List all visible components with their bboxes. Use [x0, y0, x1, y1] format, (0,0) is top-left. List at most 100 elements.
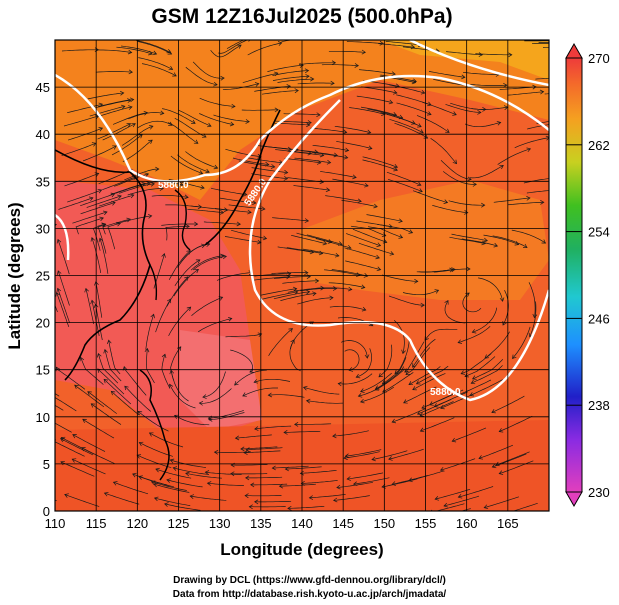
- streamline-arrow: [234, 381, 239, 386]
- streamline: [199, 388, 232, 404]
- streamline: [345, 449, 382, 457]
- streamline-arrow: [131, 122, 136, 128]
- streamline: [424, 328, 458, 341]
- streamline-arrow: [333, 152, 339, 158]
- streamline: [367, 108, 403, 119]
- coastline-korea: [174, 189, 191, 251]
- streamline-arrow: [261, 206, 266, 212]
- streamline: [57, 239, 70, 275]
- streamline: [82, 419, 115, 439]
- streamline: [96, 106, 133, 118]
- streamline: [230, 349, 254, 373]
- streamline: [246, 157, 283, 164]
- streamline-arrow: [403, 399, 408, 404]
- streamline-arrow: [71, 458, 77, 463]
- streamline: [277, 78, 314, 83]
- streamline: [97, 353, 119, 384]
- streamline-arrow: [417, 123, 422, 128]
- streamline: [344, 349, 360, 371]
- streamline-arrow: [200, 185, 205, 190]
- streamline: [97, 223, 107, 254]
- streamline-arrow: [64, 493, 69, 498]
- streamline: [185, 472, 222, 479]
- streamline: [165, 226, 190, 241]
- streamline-arrow: [556, 176, 560, 180]
- streamline-arrow: [101, 222, 106, 228]
- streamline: [404, 341, 425, 373]
- streamline: [511, 229, 546, 244]
- streamline-arrow: [412, 78, 417, 84]
- streamline: [253, 276, 290, 281]
- streamline-arrow: [148, 124, 154, 130]
- streamline: [394, 122, 428, 139]
- streamline-arrow: [219, 210, 225, 215]
- streamline: [311, 152, 348, 159]
- streamline-arrow: [412, 386, 417, 391]
- streamline: [492, 235, 528, 248]
- streamline-arrow: [414, 278, 419, 284]
- streamline: [353, 477, 390, 485]
- streamline: [472, 359, 504, 380]
- streamline: [141, 63, 177, 77]
- streamline-arrow: [283, 169, 289, 175]
- streamline: [199, 113, 234, 125]
- streamline: [452, 427, 487, 442]
- streamline: [300, 469, 337, 474]
- streamline-arrow: [444, 300, 449, 305]
- streamline-arrow: [153, 496, 159, 502]
- streamline: [347, 472, 384, 480]
- streamline-arrow: [161, 253, 166, 258]
- streamline-arrow: [166, 298, 172, 304]
- streamline-arrow: [343, 154, 349, 160]
- streamline: [340, 340, 368, 359]
- streamline: [136, 454, 172, 468]
- streamline-arrow: [150, 181, 155, 187]
- streamline-arrow: [483, 237, 488, 243]
- x-tick-label: 135: [250, 516, 272, 531]
- streamline-arrow: [98, 237, 104, 243]
- y-tick-label: 30: [36, 221, 50, 236]
- streamline-arrow: [248, 504, 253, 510]
- streamline-arrow: [126, 122, 132, 128]
- streamline-arrow: [478, 455, 483, 460]
- streamline: [272, 75, 310, 81]
- streamline-arrow: [469, 392, 475, 397]
- streamline: [315, 238, 352, 249]
- streamline-arrow: [347, 244, 352, 250]
- streamline: [492, 453, 527, 468]
- streamline-arrow: [389, 251, 395, 256]
- streamline-arrow: [194, 269, 199, 274]
- streamline-arrow: [148, 432, 154, 437]
- streamline-arrow: [240, 446, 245, 452]
- streamline: [198, 318, 232, 333]
- streamline: [381, 274, 418, 282]
- streamline: [63, 115, 100, 127]
- streamline: [358, 379, 392, 397]
- contour-label-3: 5880.0: [430, 387, 461, 398]
- streamline-arrow: [204, 470, 210, 475]
- streamline: [293, 185, 330, 191]
- streamline: [338, 373, 373, 385]
- streamline-arrow: [346, 476, 351, 481]
- x-tick-label: 160: [456, 516, 478, 531]
- y-tick-label: 15: [36, 363, 50, 378]
- streamline-arrow: [355, 373, 361, 379]
- streamline: [375, 366, 405, 390]
- streamline-arrow: [526, 195, 531, 201]
- streamline: [173, 269, 199, 297]
- streamline: [119, 183, 155, 194]
- streamline-arrow: [213, 81, 218, 87]
- streamline-arrow: [79, 356, 85, 362]
- streamline-arrow: [375, 254, 380, 260]
- grid-lines: [54, 39, 549, 512]
- streamline: [89, 105, 125, 117]
- plot-frame: [54, 39, 550, 512]
- streamline-arrow: [213, 164, 219, 170]
- streamline-arrow: [305, 289, 311, 295]
- streamline-arrow: [391, 418, 397, 424]
- streamline: [218, 40, 249, 54]
- streamline-arrow: [220, 75, 225, 81]
- streamline-arrow: [129, 193, 135, 199]
- streamline: [210, 44, 242, 58]
- streamline-arrow: [401, 349, 406, 355]
